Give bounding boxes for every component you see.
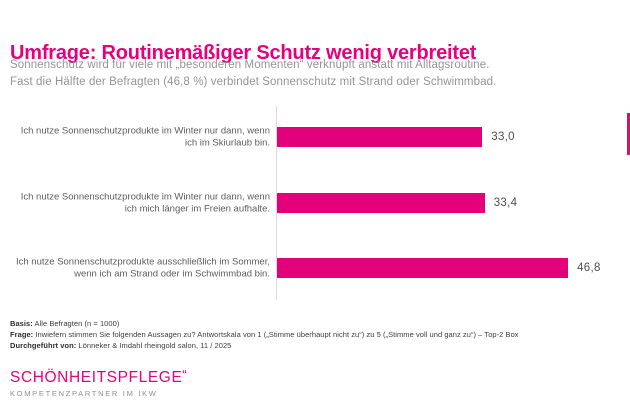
bar-track: 33,4 bbox=[277, 193, 630, 213]
category-label: Ich nutze Sonnenschutzprodukte im Winter… bbox=[20, 125, 270, 149]
logo-wordmark: SCHÖNHEITSPFLEGE“ bbox=[10, 366, 187, 386]
logo-quote-mark: “ bbox=[182, 367, 187, 382]
page-subtitle: Sonnenschutz wird für viele mit „besonde… bbox=[10, 57, 496, 90]
bar bbox=[277, 193, 485, 213]
cropped-edge-decoration bbox=[627, 113, 630, 155]
subtitle-line-1: Sonnenschutz wird für viele mit „besonde… bbox=[10, 59, 490, 71]
bar-track: 46,8 bbox=[277, 258, 630, 278]
subtitle-line-2: Fast die Hälfte der Befragten (46,8 %) v… bbox=[10, 75, 497, 88]
chart-row: Ich nutze Sonnenschutzprodukte im Winter… bbox=[0, 125, 630, 149]
logo-text: SCHÖNHEITSPFLEGE bbox=[10, 369, 183, 386]
bar-value-label: 33,4 bbox=[493, 197, 518, 209]
footnote-text: Alle Befragten (n = 1000) bbox=[32, 319, 120, 328]
chart-axis-line bbox=[276, 106, 277, 300]
bar-value-label: 33,0 bbox=[491, 131, 515, 143]
category-label: Ich nutze Sonnenschutzprodukte im Winter… bbox=[20, 191, 270, 215]
footnote-text: Lönneker & Imdahl rheingold salon, 11 / … bbox=[76, 340, 232, 350]
bar-track: 33,0 bbox=[277, 127, 630, 147]
bar-value-label: 46,8 bbox=[577, 262, 601, 274]
footnotes: Basis: Alle Befragten (n = 1000) Frage: … bbox=[10, 319, 519, 351]
page-title: Umfrage: Routinemäßiger Schutz wenig ver… bbox=[10, 42, 477, 65]
footnote-prefix: Frage: bbox=[10, 329, 34, 339]
chart-row: Ich nutze Sonnenschutzprodukte ausschlie… bbox=[0, 256, 630, 280]
footnote-prefix: Basis: bbox=[10, 319, 33, 328]
category-label: Ich nutze Sonnenschutzprodukte ausschlie… bbox=[16, 256, 270, 280]
logo-tagline: KOMPETENZPARTNER IM IKW bbox=[10, 389, 158, 398]
bar bbox=[277, 127, 483, 147]
chart-row: Ich nutze Sonnenschutzprodukte im Winter… bbox=[0, 191, 630, 215]
footnote-basis: Basis: Alle Befragten (n = 1000) bbox=[10, 319, 519, 330]
schoenheitspflege-logo: SCHÖNHEITSPFLEGE“ KOMPETENZPARTNER IM IK… bbox=[10, 366, 187, 398]
footnote-durchgefuehrt: Durchgeführt von: Lönneker & Imdahl rhei… bbox=[10, 341, 519, 352]
footnote-prefix: Durchgeführt von: bbox=[10, 340, 77, 350]
bar bbox=[277, 258, 569, 278]
bar-chart: Ich nutze Sonnenschutzprodukte im Winter… bbox=[0, 106, 630, 300]
footnote-text: Inwiefern stimmen Sie folgenden Aussagen… bbox=[33, 329, 519, 339]
footnote-frage: Frage: Inwiefern stimmen Sie folgenden A… bbox=[10, 330, 519, 341]
